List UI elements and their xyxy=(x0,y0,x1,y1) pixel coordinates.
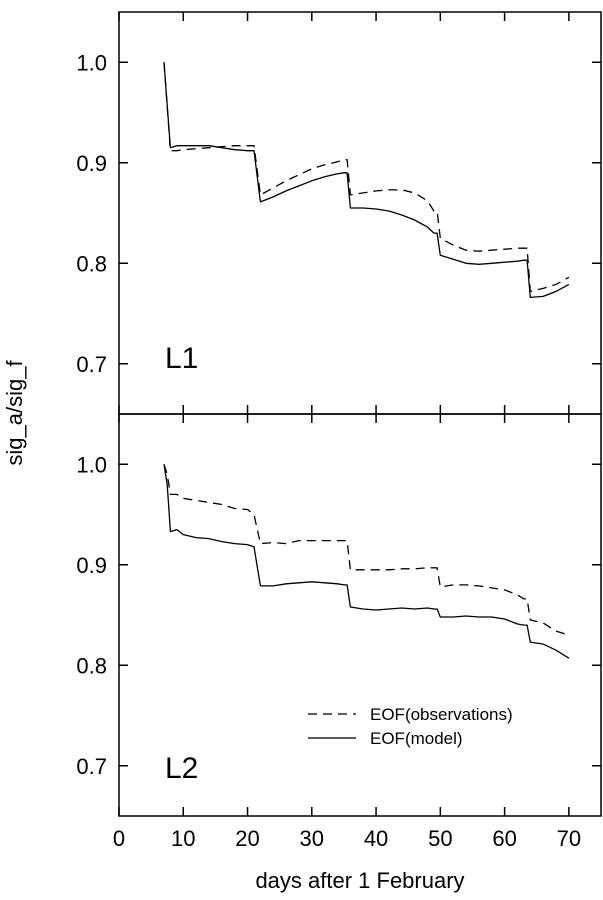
y-axis-title: sig_a/sig_f xyxy=(2,360,27,466)
y-tick-label: 1.0 xyxy=(76,452,107,477)
series-line-observations-l1 xyxy=(163,62,570,293)
x-tick-label: 60 xyxy=(492,826,516,851)
y-tick-label: 1.0 xyxy=(76,50,107,75)
panel-frame-l2 xyxy=(118,413,602,817)
series-line-model-l1 xyxy=(163,62,570,299)
y-tick-label: 0.7 xyxy=(76,352,107,377)
series-line-model-l2 xyxy=(163,464,570,659)
y-tick-label: 0.9 xyxy=(76,151,107,176)
x-tick-label: 0 xyxy=(113,826,125,851)
legend-label-model: EOF(model) xyxy=(370,729,463,748)
panel-label-l2: L2 xyxy=(165,752,198,785)
x-tick-label: 70 xyxy=(557,826,581,851)
x-tick-label: 50 xyxy=(428,826,452,851)
legend: EOF(observations) EOF(model) xyxy=(308,705,513,748)
ticks-layer: 0.7 0.8 0.9 1.0 0.7 0.8 0.9 1.0 0 10 20 30 40 50 60 70 xyxy=(76,12,601,851)
panel-label-l1: L1 xyxy=(165,342,198,375)
x-tick-label: 20 xyxy=(235,826,259,851)
x-axis-title: days after 1 February xyxy=(255,868,464,893)
series-layer xyxy=(163,62,570,659)
y-tick-label: 0.9 xyxy=(76,553,107,578)
y-tick-label: 0.8 xyxy=(76,251,107,276)
y-tick-label: 0.7 xyxy=(76,754,107,779)
legend-label-observations: EOF(observations) xyxy=(370,705,513,724)
y-tick-label: 0.8 xyxy=(76,653,107,678)
x-tick-label: 30 xyxy=(300,826,324,851)
x-tick-label: 40 xyxy=(364,826,388,851)
series-line-observations-l2 xyxy=(163,464,570,636)
x-tick-label: 10 xyxy=(171,826,195,851)
